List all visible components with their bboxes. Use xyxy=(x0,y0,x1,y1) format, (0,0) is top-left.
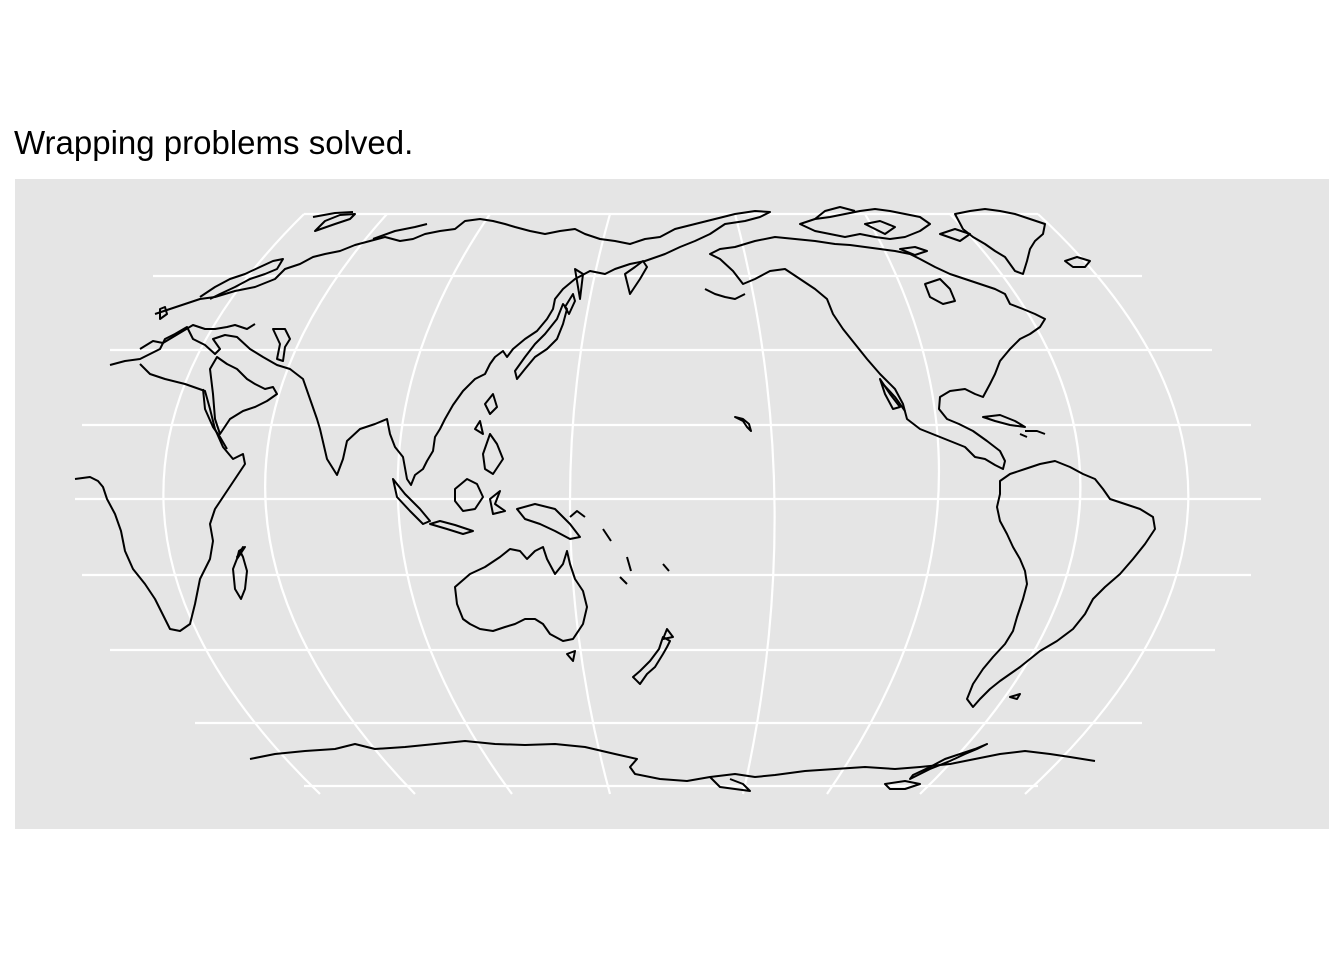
graticule-lon-line xyxy=(264,213,416,795)
sakhalin-coastline xyxy=(574,268,584,300)
korea-coastline xyxy=(484,393,498,415)
graticule-lon-line xyxy=(396,213,513,795)
kamchatka-coastline xyxy=(624,260,648,295)
java-coastline xyxy=(429,520,474,535)
greenland-coastline xyxy=(954,208,1046,275)
africa-coastline xyxy=(74,363,246,632)
scandinavia-coastline xyxy=(199,258,284,300)
caribbean-coastline xyxy=(1019,430,1046,438)
graticule-lon-line xyxy=(1024,213,1190,795)
eurasia-coastline xyxy=(109,210,771,486)
coastlines xyxy=(74,206,1156,792)
japan-coastline xyxy=(514,293,576,380)
gulf-of-california-coastline xyxy=(879,378,901,410)
ross-ice-shelf-coastline xyxy=(709,776,751,792)
graticule-lon-line xyxy=(568,213,612,795)
hawaii-coastline xyxy=(734,416,752,432)
antarctic-peninsula-coastline xyxy=(884,743,988,790)
taiwan-coastline xyxy=(474,420,484,435)
antarctica-coastline xyxy=(249,740,1096,782)
tasmania-coastline xyxy=(566,650,576,662)
new-guinea-coastline xyxy=(516,503,581,540)
map-title: Wrapping problems solved. xyxy=(14,124,414,161)
arctic-islands-coastline xyxy=(372,223,428,240)
svalbard-coastline xyxy=(312,211,354,218)
graticule-lon-line xyxy=(826,213,941,795)
graticule-lon-line xyxy=(733,213,776,795)
caspian-sea-coastline xyxy=(272,328,291,362)
mediterranean-coastline xyxy=(139,323,256,350)
madagascar-coastline xyxy=(232,546,248,600)
north-america-coastline xyxy=(709,236,1046,470)
iceland-coastline xyxy=(1064,256,1091,268)
philippines-coastline xyxy=(482,433,504,475)
canadian-arctic-coastline xyxy=(799,206,971,256)
sulawesi-coastline xyxy=(489,490,506,515)
baja-california-coastline xyxy=(882,383,906,412)
aleutians-coastline xyxy=(704,288,746,300)
falklands-coastline xyxy=(1009,693,1021,700)
hudson-bay-coastline xyxy=(924,278,956,305)
sumatra-coastline xyxy=(392,478,431,525)
red-sea-coastline xyxy=(202,388,228,450)
australia-coastline xyxy=(454,546,588,642)
graticule-lon-line xyxy=(162,213,321,795)
south-america-coastline xyxy=(966,460,1156,708)
graticule xyxy=(75,212,1261,795)
british-isles-coastline xyxy=(159,306,168,320)
cuba-coastline xyxy=(982,414,1026,428)
novaya-zemlya-coastline xyxy=(314,213,356,232)
pacific-islands-coastline xyxy=(569,510,670,585)
arabian-peninsula-coastline xyxy=(209,356,278,435)
borneo-coastline xyxy=(454,478,484,512)
new-zealand-coastline xyxy=(632,628,674,685)
map-panel xyxy=(15,179,1329,829)
graticule-lon-line xyxy=(919,213,1082,795)
world-map xyxy=(15,179,1329,829)
